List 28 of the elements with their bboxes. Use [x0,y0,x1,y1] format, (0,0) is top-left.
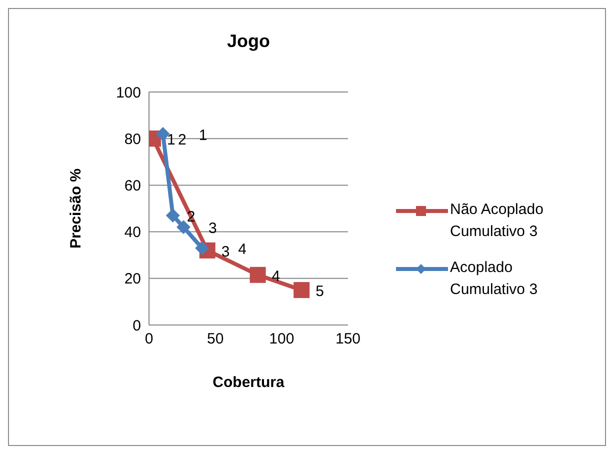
point [195,241,210,256]
x-axis-title: Cobertura [212,374,285,391]
point [166,208,180,222]
y-tick-label: 0 [132,317,141,334]
point [294,282,310,298]
annotation: 3 [208,220,217,238]
point [156,126,170,141]
annotation: 1 [198,126,208,144]
annotation: 2 [178,132,186,149]
y-tick-label: 80 [124,130,141,148]
y-axis-title: Precisão % [67,168,84,249]
x-tick-label: 100 [269,330,294,348]
legend-label: Acoplado Cumulativo 3 [450,258,539,300]
x-tick-label: 0 [144,330,154,348]
annotation: 4 [238,241,246,258]
x-tick-label: 50 [206,330,224,348]
point [250,266,266,283]
y-tick-label: 20 [124,270,141,288]
chart-title: Jogo [226,31,271,52]
annotation: 3 [221,243,230,260]
annotation: 5 [316,283,324,300]
y-tick-label: 40 [124,224,141,242]
y-tick-label: 60 [124,178,141,195]
annotation: 1 [166,132,176,149]
x-tick-label: 150 [335,330,361,348]
legend-label: Não Acoplado Cumulativo 3 [450,200,544,242]
point [176,220,190,234]
y-tick-label: 100 [116,84,141,102]
